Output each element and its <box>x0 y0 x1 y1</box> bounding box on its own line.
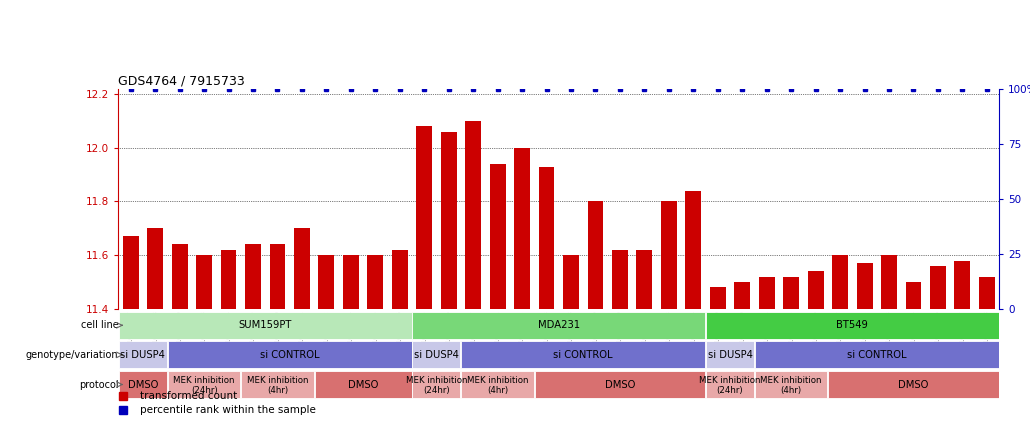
Bar <box>539 167 554 423</box>
Bar <box>930 266 946 423</box>
Bar <box>685 191 701 423</box>
Bar <box>118 341 167 368</box>
Text: MEK inhibition: MEK inhibition <box>406 376 468 385</box>
Bar <box>118 312 412 339</box>
Bar <box>706 341 754 368</box>
Bar <box>412 341 460 368</box>
Bar <box>783 277 799 423</box>
Text: transformed count: transformed count <box>140 391 238 401</box>
Text: cell line: cell line <box>80 320 118 330</box>
Text: DMSO: DMSO <box>348 379 378 390</box>
Bar <box>759 277 775 423</box>
Text: si DUSP4: si DUSP4 <box>708 350 753 360</box>
Text: DMSO: DMSO <box>898 379 929 390</box>
Bar <box>857 263 872 423</box>
Text: MEK inhibition: MEK inhibition <box>467 376 528 385</box>
Text: (24hr): (24hr) <box>423 386 450 395</box>
Bar <box>978 277 995 423</box>
Bar <box>412 371 460 398</box>
Text: si CONTROL: si CONTROL <box>553 350 613 360</box>
Bar <box>368 255 383 423</box>
Bar <box>612 250 628 423</box>
Text: (24hr): (24hr) <box>191 386 217 395</box>
Text: MEK inhibition: MEK inhibition <box>699 376 761 385</box>
Text: SUM159PT: SUM159PT <box>239 320 291 330</box>
Bar <box>808 271 824 423</box>
Bar <box>637 250 652 423</box>
Text: GDS4764 / 7915733: GDS4764 / 7915733 <box>118 75 245 88</box>
Bar <box>245 244 261 423</box>
Bar <box>755 341 999 368</box>
Text: BT549: BT549 <box>836 320 868 330</box>
Bar <box>441 132 456 423</box>
Bar <box>955 261 970 423</box>
Text: genotype/variation: genotype/variation <box>26 350 118 360</box>
Text: (24hr): (24hr) <box>717 386 744 395</box>
Text: si DUSP4: si DUSP4 <box>414 350 459 360</box>
Bar <box>832 255 848 423</box>
Text: si DUSP4: si DUSP4 <box>121 350 166 360</box>
Bar <box>172 244 187 423</box>
Bar <box>461 371 534 398</box>
Text: si CONTROL: si CONTROL <box>847 350 906 360</box>
Text: DMSO: DMSO <box>605 379 636 390</box>
Text: si CONTROL: si CONTROL <box>260 350 319 360</box>
Bar <box>734 282 750 423</box>
Bar <box>241 371 314 398</box>
Bar <box>314 371 412 398</box>
Bar <box>881 255 897 423</box>
Bar <box>294 228 310 423</box>
Bar <box>661 201 677 423</box>
Text: (4hr): (4hr) <box>781 386 801 395</box>
Bar <box>391 250 408 423</box>
Text: protocol: protocol <box>79 379 118 390</box>
Bar <box>220 250 237 423</box>
Bar <box>123 236 139 423</box>
Bar <box>587 201 604 423</box>
Text: (4hr): (4hr) <box>267 386 288 395</box>
Bar <box>147 228 163 423</box>
Bar <box>168 341 412 368</box>
Text: percentile rank within the sample: percentile rank within the sample <box>140 405 316 415</box>
Text: MEK inhibition: MEK inhibition <box>173 376 235 385</box>
Bar <box>514 148 530 423</box>
Bar <box>343 255 358 423</box>
Text: MEK inhibition: MEK inhibition <box>760 376 822 385</box>
Text: DMSO: DMSO <box>128 379 158 390</box>
Bar <box>412 312 706 339</box>
Text: MEK inhibition: MEK inhibition <box>247 376 308 385</box>
Bar <box>905 282 922 423</box>
Bar <box>461 341 706 368</box>
Bar <box>706 371 754 398</box>
Bar <box>318 255 335 423</box>
Bar <box>118 371 167 398</box>
Bar <box>416 126 433 423</box>
Bar <box>828 371 999 398</box>
Text: MDA231: MDA231 <box>538 320 580 330</box>
Bar <box>196 255 212 423</box>
Bar <box>535 371 706 398</box>
Bar <box>706 312 999 339</box>
Bar <box>755 371 827 398</box>
Bar <box>563 255 579 423</box>
Bar <box>710 287 726 423</box>
Bar <box>489 164 506 423</box>
Text: (4hr): (4hr) <box>487 386 508 395</box>
Bar <box>168 371 240 398</box>
Bar <box>270 244 285 423</box>
Bar <box>466 121 481 423</box>
